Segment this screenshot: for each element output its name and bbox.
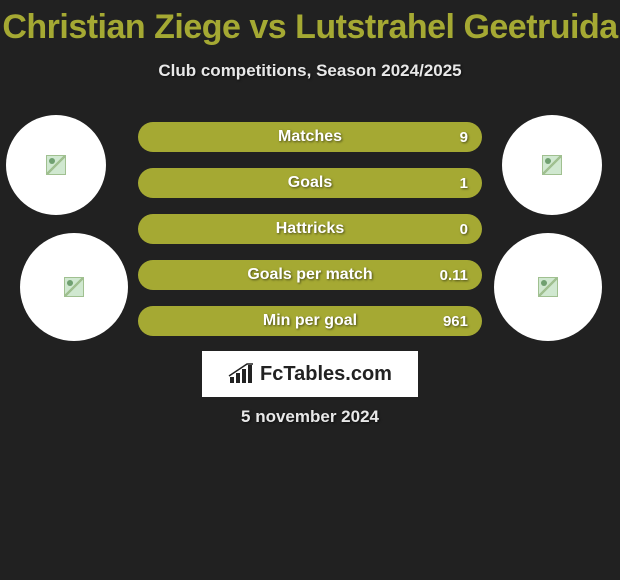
logo-text: FcTables.com [260, 363, 392, 386]
date-label: 5 november 2024 [0, 407, 620, 427]
stat-row-hattricks: Hattricks 0 [138, 214, 482, 244]
stat-label: Matches [278, 128, 342, 146]
stat-value: 961 [443, 313, 468, 330]
stat-row-min-per-goal: Min per goal 961 [138, 306, 482, 336]
left-avatars [6, 115, 126, 359]
stat-label: Goals per match [247, 266, 372, 284]
stat-label: Goals [288, 174, 332, 192]
stat-row-goals-per-match: Goals per match 0.11 [138, 260, 482, 290]
player1-avatar [6, 115, 106, 215]
right-avatars [494, 115, 614, 359]
stat-value: 0.11 [440, 267, 468, 284]
stat-row-goals: Goals 1 [138, 168, 482, 198]
player1-club-avatar [20, 233, 128, 341]
broken-image-icon [542, 155, 562, 175]
page-title: Christian Ziege vs Lutstrahel Geetruida [0, 0, 620, 47]
player2-club-avatar [494, 233, 602, 341]
subtitle: Club competitions, Season 2024/2025 [0, 61, 620, 81]
player2-avatar [502, 115, 602, 215]
bar-chart-icon [228, 363, 254, 385]
broken-image-icon [46, 155, 66, 175]
fctables-logo[interactable]: FcTables.com [202, 351, 418, 397]
stats-bars: Matches 9 Goals 1 Hattricks 0 Goals per … [138, 122, 482, 352]
stat-value: 9 [460, 129, 468, 146]
stat-label: Min per goal [263, 312, 357, 330]
stat-value: 1 [460, 175, 468, 192]
broken-image-icon [64, 277, 84, 297]
stat-label: Hattricks [276, 220, 344, 238]
broken-image-icon [538, 277, 558, 297]
stat-row-matches: Matches 9 [138, 122, 482, 152]
stat-value: 0 [460, 221, 468, 238]
